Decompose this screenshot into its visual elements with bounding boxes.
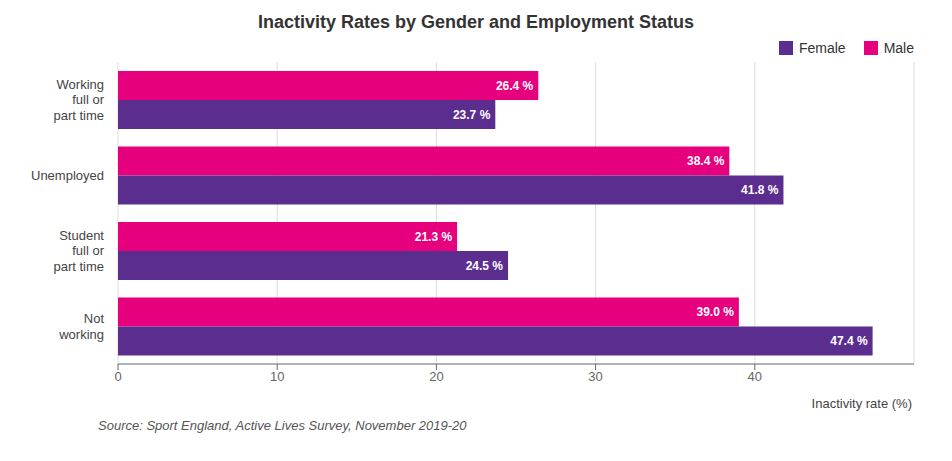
html-text:Female: Female — [799, 40, 846, 56]
svg-text:Workingfull orpart time: Workingfull orpart time — [53, 77, 104, 123]
svg-text:26.4 %: 26.4 % — [496, 79, 534, 93]
svg-text:38.4 %: 38.4 % — [687, 154, 725, 168]
svg-text:10: 10 — [270, 369, 284, 384]
svg-text:47.4 %: 47.4 % — [830, 334, 868, 348]
svg-text:Studentfull orpart time: Studentfull orpart time — [53, 228, 104, 274]
html-text:Source: Sport England, Active: Source: Sport England, Active Lives Surv… — [98, 418, 467, 433]
svg-text:21.3 %: 21.3 % — [415, 230, 453, 244]
svg-text:Inactivity rate (%): Inactivity rate (%) — [812, 396, 912, 411]
svg-text:39.0 %: 39.0 % — [697, 305, 735, 319]
svg-text:Unemployed: Unemployed — [31, 168, 104, 183]
html-text:Male: Male — [883, 40, 914, 56]
svg-text:0: 0 — [114, 369, 121, 384]
svg-text:Notworking: Notworking — [58, 311, 104, 342]
html-text:Inactivity Rates by Gender and: Inactivity Rates by Gender and Employmen… — [257, 12, 695, 32]
svg-text:23.7 %: 23.7 % — [453, 108, 491, 122]
svg-text:24.5 %: 24.5 % — [466, 259, 504, 273]
svg-text:30: 30 — [588, 369, 602, 384]
svg-text:40: 40 — [748, 369, 762, 384]
svg-text:41.8 %: 41.8 % — [741, 183, 779, 197]
svg-text:20: 20 — [429, 369, 443, 384]
